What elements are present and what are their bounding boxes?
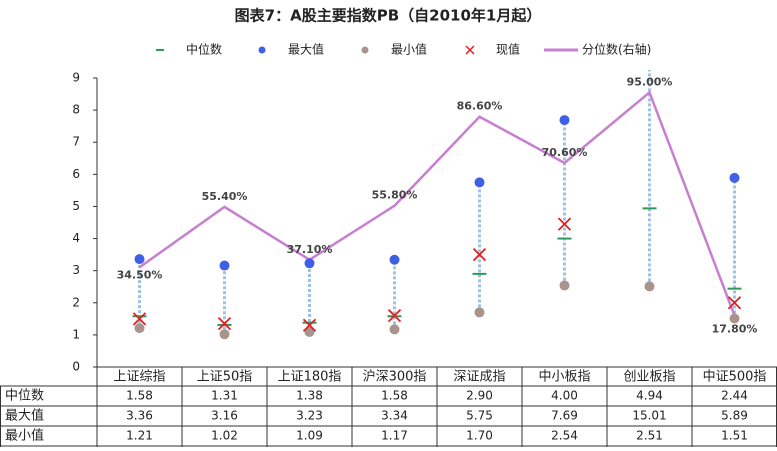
data-label: 55.40% xyxy=(202,190,248,203)
point xyxy=(134,254,145,265)
table-cell: 3.23 xyxy=(296,409,323,423)
table-cell: 15.01 xyxy=(632,409,666,423)
point xyxy=(389,324,400,335)
table-cell: 4.00 xyxy=(551,389,578,403)
x-tick-label: 创业板指 xyxy=(623,370,675,385)
table-cell: 7.69 xyxy=(551,409,578,423)
y-tick-label: 5 xyxy=(72,199,80,213)
x-tick-label: 中小板指 xyxy=(538,370,590,385)
table-cell: 1.58 xyxy=(381,389,408,403)
table-cell: 2.44 xyxy=(721,389,748,403)
point xyxy=(304,258,315,269)
point xyxy=(474,307,485,318)
x-tick-label: 上证180指 xyxy=(278,370,342,385)
legend-swatch xyxy=(258,46,266,54)
table-cell: 1.58 xyxy=(126,389,153,403)
y-tick-label: 7 xyxy=(72,135,80,149)
point xyxy=(729,313,740,324)
current-mark xyxy=(557,217,572,231)
table-cell: 3.16 xyxy=(211,409,238,423)
data-label: 55.80% xyxy=(372,189,418,202)
y-tick-label: 2 xyxy=(72,295,80,309)
legend-label: 最小值 xyxy=(391,42,427,57)
point xyxy=(559,280,570,291)
table-cell: 1.17 xyxy=(381,429,408,443)
current-mark xyxy=(217,317,232,331)
table-cell: 1.70 xyxy=(466,429,493,443)
data-label: 37.10% xyxy=(287,243,333,256)
point xyxy=(219,329,230,340)
x-tick-label: 上证50指 xyxy=(197,370,253,385)
data-label: 17.80% xyxy=(712,323,758,336)
table-cell: 1.51 xyxy=(721,429,748,443)
table-cell: 1.38 xyxy=(296,389,323,403)
current-mark xyxy=(472,247,487,262)
legend-swatch xyxy=(465,45,475,55)
legend-label: 现值 xyxy=(496,42,520,57)
table-cell: 3.34 xyxy=(381,409,408,423)
point xyxy=(134,323,145,334)
plot-area xyxy=(132,70,742,340)
y-tick-label: 9 xyxy=(72,71,80,85)
table-cell: 1.31 xyxy=(211,389,238,403)
table-cell: 1.02 xyxy=(211,429,238,443)
point xyxy=(644,281,655,292)
table-cell: 5.89 xyxy=(721,409,748,423)
current-mark xyxy=(387,308,402,323)
chart-title: 图表7：A股主要指数PB（自2010年1月起） xyxy=(235,7,542,25)
table-cell: 3.36 xyxy=(126,409,153,423)
x-tick-label: 沪深300指 xyxy=(363,369,427,385)
table-cell: 5.75 xyxy=(466,409,493,423)
current-mark xyxy=(132,312,147,326)
table-cell: 2.51 xyxy=(636,429,663,443)
percentile-line xyxy=(138,90,736,317)
legend-label: 最大值 xyxy=(288,42,324,57)
point xyxy=(304,326,315,337)
point xyxy=(474,177,485,188)
table-cell: 4.94 xyxy=(636,389,663,403)
legend-swatch xyxy=(361,46,369,54)
y-tick-label: 0 xyxy=(72,360,80,374)
y-tick-label: 1 xyxy=(72,327,80,341)
current-mark xyxy=(302,318,317,332)
data-label: 86.60% xyxy=(457,100,503,113)
y-tick-label: 6 xyxy=(72,167,80,181)
data-label: 70.60% xyxy=(542,146,588,159)
y-tick-label: 8 xyxy=(72,103,80,117)
table-cell: 1.09 xyxy=(296,429,323,443)
current-mark xyxy=(727,296,742,310)
row-label: 中位数 xyxy=(5,389,44,404)
row-label: 最小值 xyxy=(5,428,44,444)
point xyxy=(219,260,230,271)
point xyxy=(389,254,400,265)
legend-label: 分位数(右轴) xyxy=(582,42,651,57)
table-cell: 2.54 xyxy=(551,429,578,443)
table-cell: 1.21 xyxy=(126,429,153,443)
data-label: 34.50% xyxy=(117,268,163,281)
x-tick-label: 上证综指 xyxy=(113,370,165,385)
y-tick-label: 4 xyxy=(72,231,80,245)
data-label: 95.00% xyxy=(627,75,673,88)
y-tick-label: 3 xyxy=(72,263,80,277)
legend-label: 中位数 xyxy=(186,42,222,57)
x-tick-label: 中证500指 xyxy=(703,370,767,385)
row-label: 最大值 xyxy=(5,408,44,424)
point xyxy=(559,115,570,126)
table-cell: 2.90 xyxy=(466,389,493,403)
x-tick-label: 深证成指 xyxy=(453,370,505,385)
point xyxy=(729,172,740,183)
